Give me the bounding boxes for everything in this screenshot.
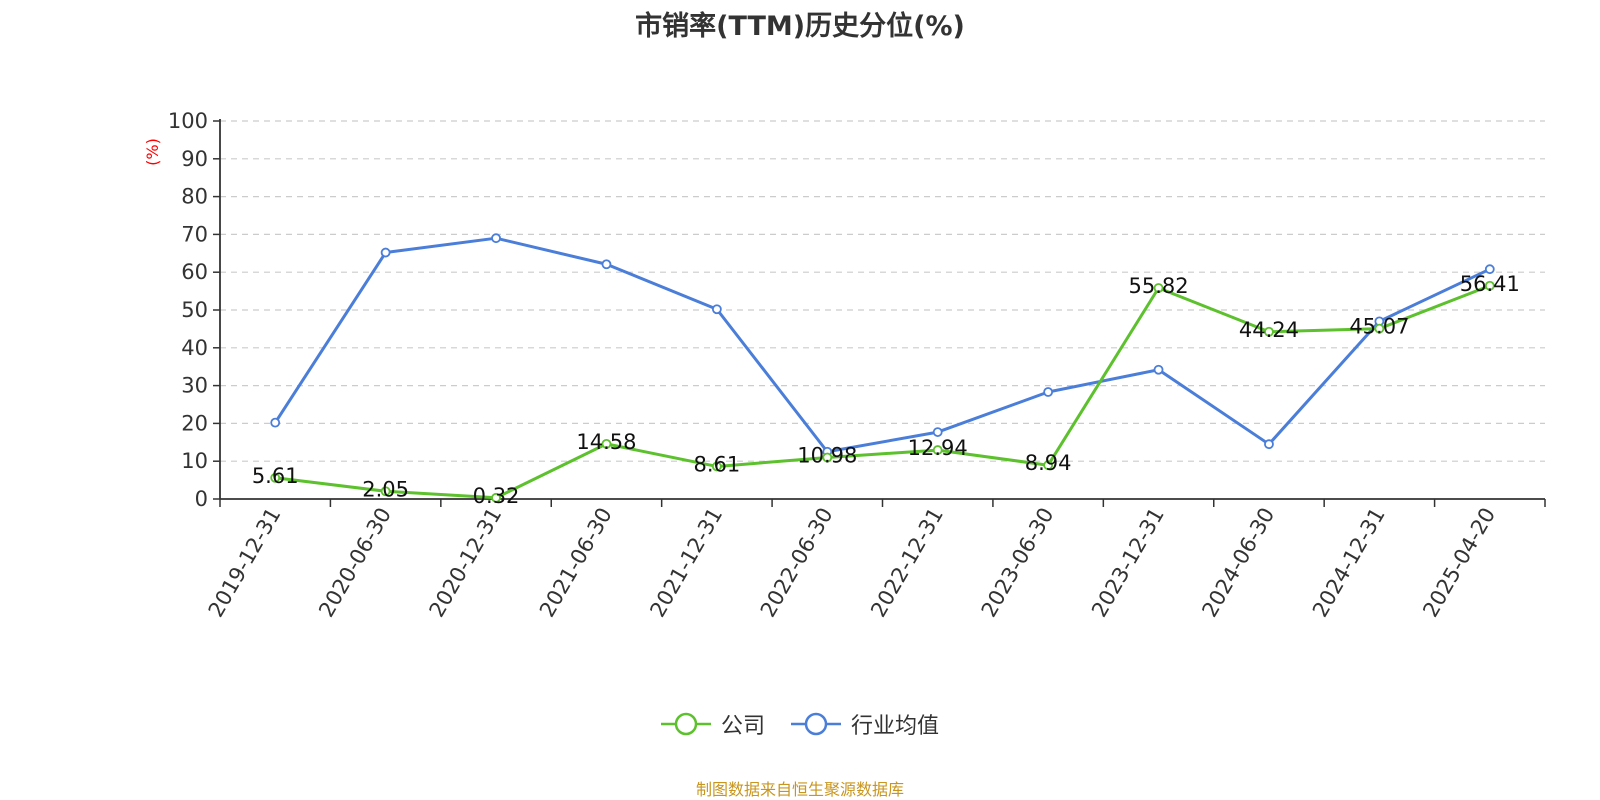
- data-label-layer: 5.61 2.05 0.32 14.58 8.61 10.98 12.94 8.94 55.82…: [252, 272, 1520, 508]
- x-tick-label-11: 2025-04-20: [1418, 504, 1500, 622]
- series-1-point-8: [1153, 364, 1164, 375]
- series-layer: [270, 233, 1495, 503]
- y-tick-label-7: 70: [181, 222, 208, 246]
- x-tick-label-2: 2020-12-31: [425, 504, 507, 622]
- data-label-11: 56.41: [1460, 272, 1520, 296]
- y-tick-label-2: 20: [181, 411, 208, 435]
- series-1-point-1: [380, 247, 391, 258]
- data-label-3: 14.58: [576, 430, 636, 454]
- x-tick-label-8: 2023-12-31: [1087, 504, 1169, 622]
- series-0-point-2: [491, 492, 501, 503]
- y-tick-label-3: 30: [181, 374, 208, 398]
- series-0-point-6: [932, 445, 943, 455]
- x-tick-label-6: 2022-12-31: [866, 504, 948, 622]
- y-tick-label-0: 0: [195, 487, 208, 511]
- series-0-point-8: [1153, 283, 1164, 293]
- series-1-point-9: [1264, 439, 1274, 450]
- y-tick-label-4: 40: [181, 336, 208, 360]
- data-label-6: 12.94: [908, 436, 968, 460]
- data-label-4: 8.61: [693, 452, 740, 476]
- series-0-point-3: [601, 438, 612, 449]
- series-0-point-10: [1374, 323, 1385, 334]
- x-tick-label-10: 2024-12-31: [1308, 504, 1390, 622]
- x-tick-label-7: 2023-06-30: [977, 504, 1059, 622]
- y-axis-unit: (%): [143, 138, 162, 166]
- y-tick-label-8: 80: [181, 185, 208, 209]
- legend-industry-label: 行业均值: [851, 714, 940, 739]
- data-label-8: 55.82: [1128, 274, 1188, 298]
- series-1-point-7: [1043, 387, 1054, 397]
- legend-item-industry[interactable]: 行业均值: [791, 708, 939, 740]
- legend-item-company[interactable]: 公司: [660, 708, 765, 740]
- series-0-point-5: [822, 452, 833, 463]
- data-source-note: 制图数据来自恒生聚源数据库: [695, 780, 904, 799]
- series-1-point-6: [932, 427, 943, 437]
- y-tick-label-6: 60: [181, 260, 208, 284]
- legend: 公司 行业均值: [0, 708, 1600, 740]
- series-0-point-11: [1484, 280, 1495, 291]
- x-tick-label-3: 2021-06-30: [535, 504, 617, 622]
- series-1-point-11: [1484, 264, 1495, 275]
- chart-title: 市销率(TTM)历史分位(%): [635, 11, 965, 42]
- series-0-point-7: [1043, 460, 1054, 471]
- data-label-1: 2.05: [362, 477, 409, 501]
- y-tick-label-10: 100: [168, 109, 208, 133]
- grid-layer: [220, 120, 1545, 462]
- y-tick-label-1: 10: [181, 449, 208, 473]
- line-chart: 0 10 20 30 40 50 60 70 80 90 100 2019-12-31 2020-06-…: [143, 109, 1546, 622]
- data-label-7: 8.94: [1025, 451, 1072, 475]
- x-tick-label-0: 2019-12-31: [204, 504, 286, 622]
- x-tick-label-4: 2021-12-31: [645, 504, 727, 622]
- data-label-9: 44.24: [1239, 318, 1299, 342]
- series-0-point-1: [380, 486, 391, 497]
- series-line-0: [275, 284, 1491, 500]
- data-label-0: 5.61: [252, 464, 299, 488]
- legend-company-label: 公司: [720, 714, 765, 739]
- series-0-point-9: [1264, 326, 1274, 337]
- series-0-point-0: [270, 472, 281, 483]
- x-tick-label-9: 2024-06-30: [1197, 504, 1279, 622]
- series-line-1: [273, 236, 1491, 454]
- x-tick-label-1: 2020-06-30: [314, 504, 396, 622]
- series-1-point-3: [601, 259, 612, 270]
- data-label-5: 10.98: [797, 443, 857, 467]
- y-tick-label-9: 90: [181, 147, 208, 171]
- legend-company-line-icon: [660, 712, 711, 736]
- series-0-point-4: [711, 461, 722, 472]
- series-1-point-2: [491, 233, 501, 244]
- data-label-2: 0.32: [473, 484, 520, 508]
- data-label-10: 45.07: [1349, 315, 1409, 339]
- legend-industry-line-icon: [791, 712, 841, 736]
- series-1-point-4: [711, 304, 722, 315]
- x-tick-label-5: 2022-06-30: [756, 504, 838, 622]
- y-tick-label-5: 50: [181, 298, 208, 322]
- series-1-point-0: [270, 417, 281, 428]
